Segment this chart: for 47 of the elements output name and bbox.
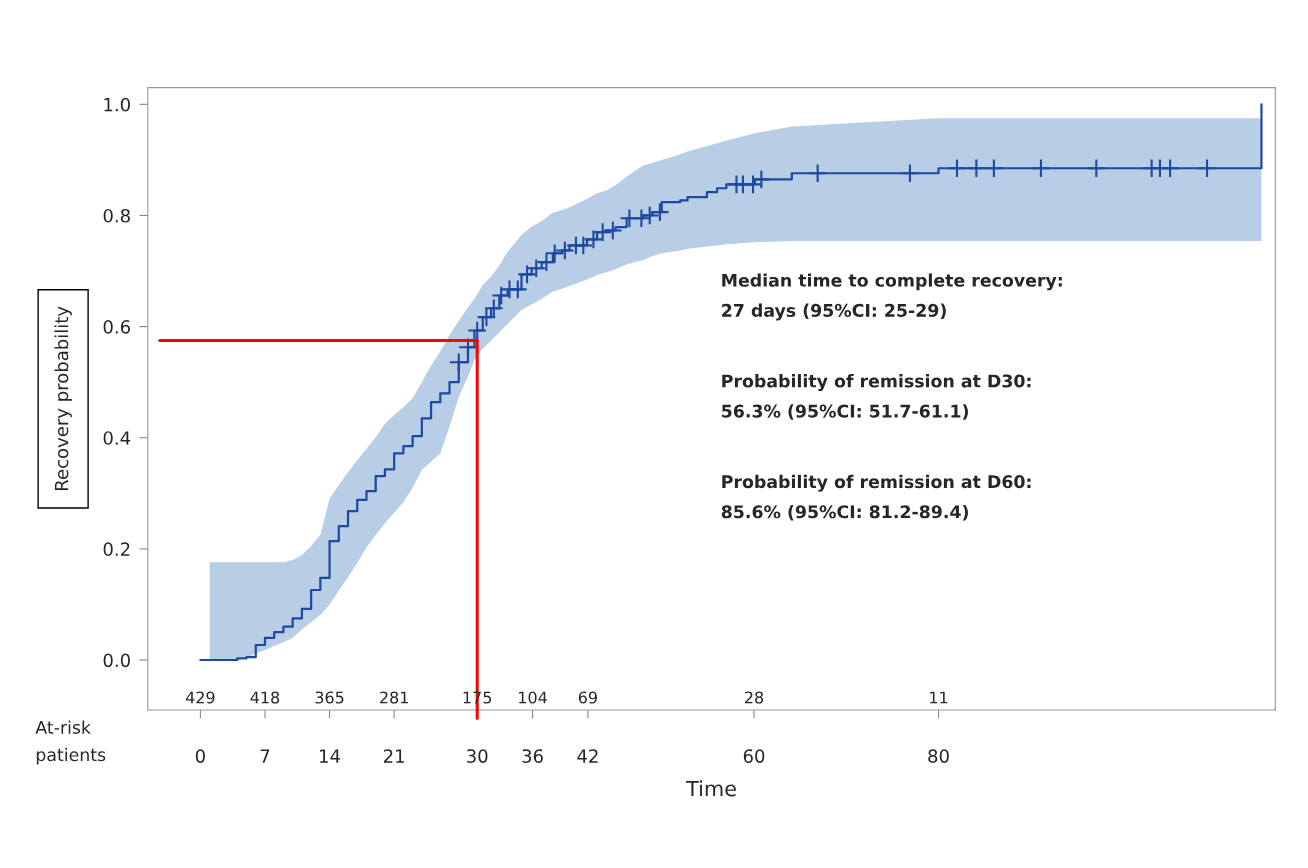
point	[1031, 158, 1051, 179]
x-tick-label: 30	[467, 749, 488, 763]
point	[458, 337, 478, 357]
point	[984, 158, 1004, 179]
x-tick-label: 7	[260, 749, 270, 763]
x-tick-label: 21	[383, 749, 404, 763]
annotation: 28	[745, 691, 764, 704]
point	[603, 220, 623, 241]
point	[650, 202, 670, 222]
annotation: 69	[578, 691, 597, 704]
annotation: Probability of remission at D60: 85.6% (95%CI: 81.2-89.4)	[721, 474, 1031, 521]
y-tick-label: 1.0	[104, 97, 130, 112]
y-axis-title: Recovery probability	[54, 306, 72, 490]
point	[555, 240, 575, 261]
point	[507, 279, 528, 300]
point	[900, 163, 920, 184]
point	[467, 320, 488, 341]
point	[1086, 158, 1107, 179]
x-tick-label: 36	[522, 749, 543, 763]
point	[1197, 158, 1217, 179]
point	[448, 352, 469, 372]
y-tick-label: 0.6	[103, 320, 130, 334]
point	[966, 158, 987, 179]
annotation: 429	[185, 691, 215, 704]
point	[1160, 158, 1180, 179]
annotation: Median time to complete recovery: 27 days (95%CI: 25-29)	[722, 273, 1062, 321]
annotation: 418	[250, 691, 280, 704]
x-tick-label: 60	[743, 749, 765, 763]
annotation: 104	[519, 691, 547, 704]
annotation: 365	[315, 691, 344, 704]
y-tick-label: 0.8	[103, 208, 130, 223]
y-tick-label: 0.2	[103, 542, 130, 556]
point	[639, 205, 660, 226]
x-tick-label: 14	[320, 749, 341, 763]
y-tick-label: 0.0	[103, 653, 130, 668]
text: At-risk patients	[35, 720, 106, 765]
point	[631, 208, 652, 229]
y-tick-label: 0.4	[103, 431, 131, 445]
annotation: 11	[930, 691, 948, 704]
x-axis-title: Time	[686, 780, 736, 797]
annotation: 281	[380, 691, 408, 704]
x-tick-label: 42	[577, 749, 598, 763]
point	[807, 163, 828, 184]
annotation: Probability of remission at D30: 56.3% (95%CI: 51.7-61.1)	[722, 374, 1031, 420]
x-tick-label: 80	[928, 749, 949, 763]
point	[947, 158, 967, 179]
x-tick-label: 0	[195, 749, 205, 763]
